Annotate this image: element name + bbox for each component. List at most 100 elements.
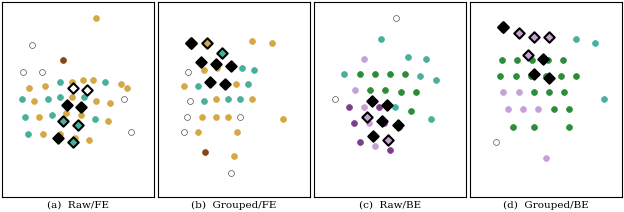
Point [24, 86, 34, 89]
Point [197, 115, 207, 119]
Point [218, 82, 228, 85]
Point [382, 103, 392, 107]
Point [122, 86, 132, 89]
Point [523, 53, 533, 56]
Point [350, 88, 360, 91]
Point [394, 125, 404, 128]
Point [514, 90, 524, 93]
Point [529, 35, 539, 39]
Point [115, 82, 125, 85]
Point [179, 84, 189, 87]
Point [378, 119, 388, 123]
Point [225, 65, 235, 68]
Point [507, 125, 517, 128]
Point [519, 107, 529, 111]
Point [374, 105, 384, 109]
X-axis label: (d)  Grouped/BE: (d) Grouped/BE [503, 201, 589, 210]
Point [598, 98, 608, 101]
Point [556, 74, 566, 78]
Point [497, 59, 507, 62]
Point [247, 98, 257, 101]
Point [365, 88, 375, 91]
Point [563, 107, 573, 111]
Point [39, 84, 49, 87]
Point [27, 43, 37, 47]
Point [563, 125, 573, 128]
Point [205, 80, 215, 84]
Point [202, 41, 212, 45]
Point [38, 133, 48, 136]
Point [91, 16, 101, 19]
Point [100, 80, 110, 84]
Point [229, 154, 239, 158]
Point [548, 107, 558, 111]
Point [359, 105, 369, 109]
Point [370, 72, 380, 76]
Point [53, 137, 63, 140]
Point [126, 131, 136, 134]
Point [431, 78, 441, 82]
Point [590, 41, 600, 45]
Point [198, 68, 208, 72]
Point [367, 100, 377, 103]
Point [84, 138, 94, 142]
Point [226, 65, 236, 68]
Point [542, 59, 552, 62]
Point [499, 90, 509, 93]
Point [426, 117, 436, 120]
Point [538, 57, 548, 60]
Point [70, 137, 80, 140]
Point [217, 51, 227, 54]
Point [278, 117, 288, 120]
Point [421, 57, 431, 60]
Point [392, 123, 402, 126]
Point [119, 98, 129, 101]
Point [91, 100, 101, 103]
Point [235, 115, 245, 119]
Point [339, 72, 349, 76]
Point [29, 100, 39, 103]
Point [529, 90, 539, 93]
Point [232, 131, 242, 134]
Point [544, 90, 554, 93]
Point [73, 123, 83, 126]
Point [205, 82, 215, 85]
Point [211, 98, 221, 101]
Point [58, 59, 68, 62]
Point [544, 76, 554, 80]
Point [55, 80, 65, 84]
Point [82, 88, 92, 91]
X-axis label: (b)  Grouped/FE: (b) Grouped/FE [192, 201, 276, 210]
Point [76, 105, 86, 109]
Point [406, 109, 416, 113]
Point [61, 111, 71, 115]
Point [220, 82, 230, 85]
Point [20, 115, 30, 119]
Point [267, 41, 277, 45]
Point [529, 125, 539, 128]
Point [389, 105, 399, 109]
Point [235, 98, 245, 101]
Point [243, 82, 253, 85]
Point [211, 63, 221, 66]
Point [512, 59, 522, 62]
Point [572, 74, 582, 78]
Point [526, 74, 536, 78]
Point [79, 96, 89, 99]
Point [62, 103, 72, 107]
Point [223, 115, 233, 119]
Point [76, 113, 86, 117]
Point [559, 90, 569, 93]
Point [403, 55, 413, 58]
Point [17, 98, 27, 101]
Point [195, 61, 205, 64]
Point [212, 67, 222, 70]
Point [330, 98, 340, 101]
Point [370, 144, 380, 148]
Point [376, 37, 386, 41]
X-axis label: (a)  Raw/FE: (a) Raw/FE [47, 201, 109, 210]
Point [223, 98, 233, 101]
Point [182, 115, 192, 119]
Point [354, 141, 364, 144]
Point [416, 74, 426, 78]
